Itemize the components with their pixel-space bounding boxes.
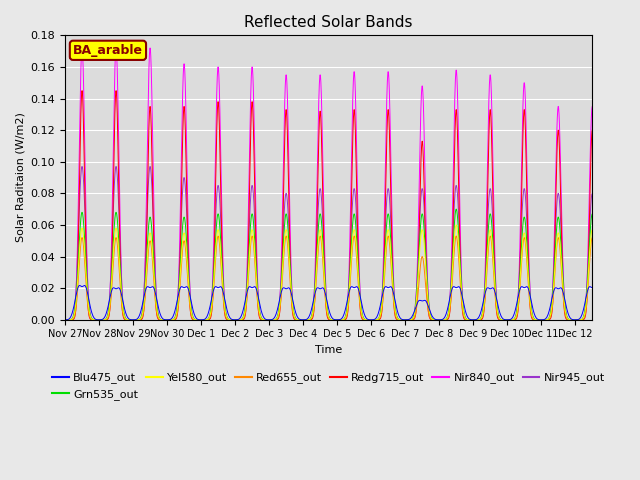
Redg715_out [486,107,494,113]
Red655_out [61,317,69,323]
Blu475_out [387,284,394,289]
Line: Nir840_out: Nir840_out [65,48,609,320]
Red655_out [357,312,365,317]
Blu475_out [486,286,494,292]
Nir945_out [61,317,69,323]
Red655_out [174,308,182,313]
Redg715_out [357,313,365,319]
Nir945_out [513,305,521,311]
Yel580_out [61,317,69,323]
Nir945_out [605,317,613,323]
Line: Nir945_out: Nir945_out [65,167,609,320]
Grn535_out [527,305,535,311]
Grn535_out [605,317,613,323]
Grn535_out [174,300,182,305]
Yel580_out [174,302,182,308]
Blu475_out [357,299,365,305]
Grn535_out [486,211,494,217]
Blu475_out [174,294,182,300]
Nir840_out [61,317,69,323]
Nir945_out [486,186,494,192]
Line: Blu475_out: Blu475_out [65,286,609,320]
Redg715_out [78,88,86,94]
Line: Yel580_out: Yel580_out [65,225,609,320]
Nir945_out [174,291,182,297]
Line: Redg715_out: Redg715_out [65,91,609,320]
Blu475_out [527,298,535,303]
Blu475_out [513,300,521,305]
Grn535_out [357,305,365,311]
Redg715_out [605,317,613,323]
Line: Red655_out: Red655_out [65,236,609,320]
Redg715_out [387,175,394,180]
X-axis label: Time: Time [315,345,342,355]
Nir945_out [357,304,365,310]
Yel580_out [486,227,494,233]
Line: Grn535_out: Grn535_out [65,209,609,320]
Nir945_out [387,211,394,217]
Blu475_out [605,317,613,323]
Yel580_out [527,307,535,312]
Nir945_out [78,164,86,169]
Title: Reflected Solar Bands: Reflected Solar Bands [244,15,413,30]
Nir840_out [605,317,613,323]
Red655_out [486,233,494,239]
Red655_out [513,312,521,318]
Redg715_out [513,314,521,320]
Nir840_out [174,293,182,299]
Legend: Blu475_out, Grn535_out, Yel580_out, Red655_out, Redg715_out, Nir840_out, Nir945_: Blu475_out, Grn535_out, Yel580_out, Red6… [48,368,609,404]
Yel580_out [387,243,394,249]
Nir840_out [486,72,494,78]
Nir840_out [78,45,86,51]
Grn535_out [61,317,69,323]
Redg715_out [527,312,535,318]
Grn535_out [513,308,521,313]
Nir840_out [513,309,521,314]
Y-axis label: Solar Raditaion (W/m2): Solar Raditaion (W/m2) [15,113,25,242]
Redg715_out [61,317,69,323]
Yel580_out [452,222,460,228]
Grn535_out [452,206,460,212]
Blu475_out [61,317,69,323]
Red655_out [214,233,222,239]
Yel580_out [357,307,365,313]
Red655_out [387,252,394,258]
Nir840_out [357,307,365,313]
Nir945_out [527,301,535,307]
Nir840_out [527,305,535,311]
Red655_out [605,317,613,323]
Red655_out [527,311,535,316]
Grn535_out [387,229,394,235]
Text: BA_arable: BA_arable [73,44,143,57]
Yel580_out [513,309,521,315]
Redg715_out [174,307,182,312]
Nir840_out [387,133,394,139]
Yel580_out [605,317,613,323]
Blu475_out [76,283,83,288]
